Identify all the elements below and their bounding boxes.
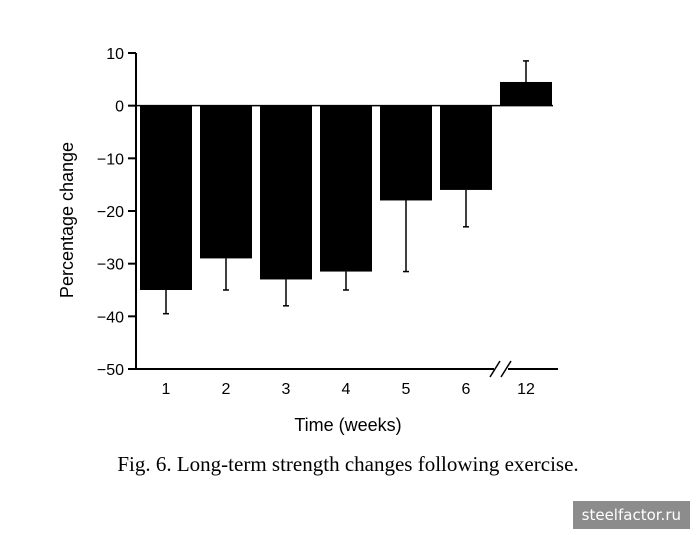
axis-break-mark (489, 360, 501, 378)
x-tick-label: 2 (222, 381, 231, 398)
bar (440, 105, 492, 190)
figure-caption: Fig. 6. Long-term strength changes follo… (117, 452, 579, 476)
x-tick-label: 3 (282, 381, 291, 398)
x-tick-label: 12 (517, 381, 535, 398)
y-tick-label: −20 (97, 204, 124, 221)
y-axis-title: Percentage change (57, 142, 77, 298)
y-tick-label: −10 (97, 151, 124, 168)
y-tick-label: 0 (115, 99, 124, 116)
x-tick-label: 4 (342, 381, 351, 398)
bar (500, 81, 552, 106)
x-axis-title: Time (weeks) (294, 415, 401, 435)
y-tick-label: −40 (97, 309, 124, 326)
y-tick-label: −50 (97, 362, 124, 379)
bar (260, 105, 312, 280)
x-axis: 1 2 3 4 5 6 12 (136, 360, 558, 398)
bar (140, 105, 192, 291)
bar-chart: 100−10−20−30−40−50 1 2 3 4 5 6 12 Time (weeks)… (57, 46, 558, 435)
bar (380, 105, 432, 201)
y-tick-label: −30 (97, 257, 124, 274)
bar (320, 105, 372, 272)
bars-group (136, 60, 553, 315)
x-tick-label: 1 (162, 381, 171, 398)
watermark: steelfactor.ru (572, 501, 690, 529)
x-tick-label: 5 (402, 381, 411, 398)
y-tick-label: 10 (106, 46, 124, 63)
x-tick-label: 6 (462, 381, 471, 398)
axis-break-mark (500, 360, 512, 378)
y-axis: 10 0 −10 −20 −30 −40 −50 (97, 46, 137, 379)
bar (200, 105, 252, 259)
